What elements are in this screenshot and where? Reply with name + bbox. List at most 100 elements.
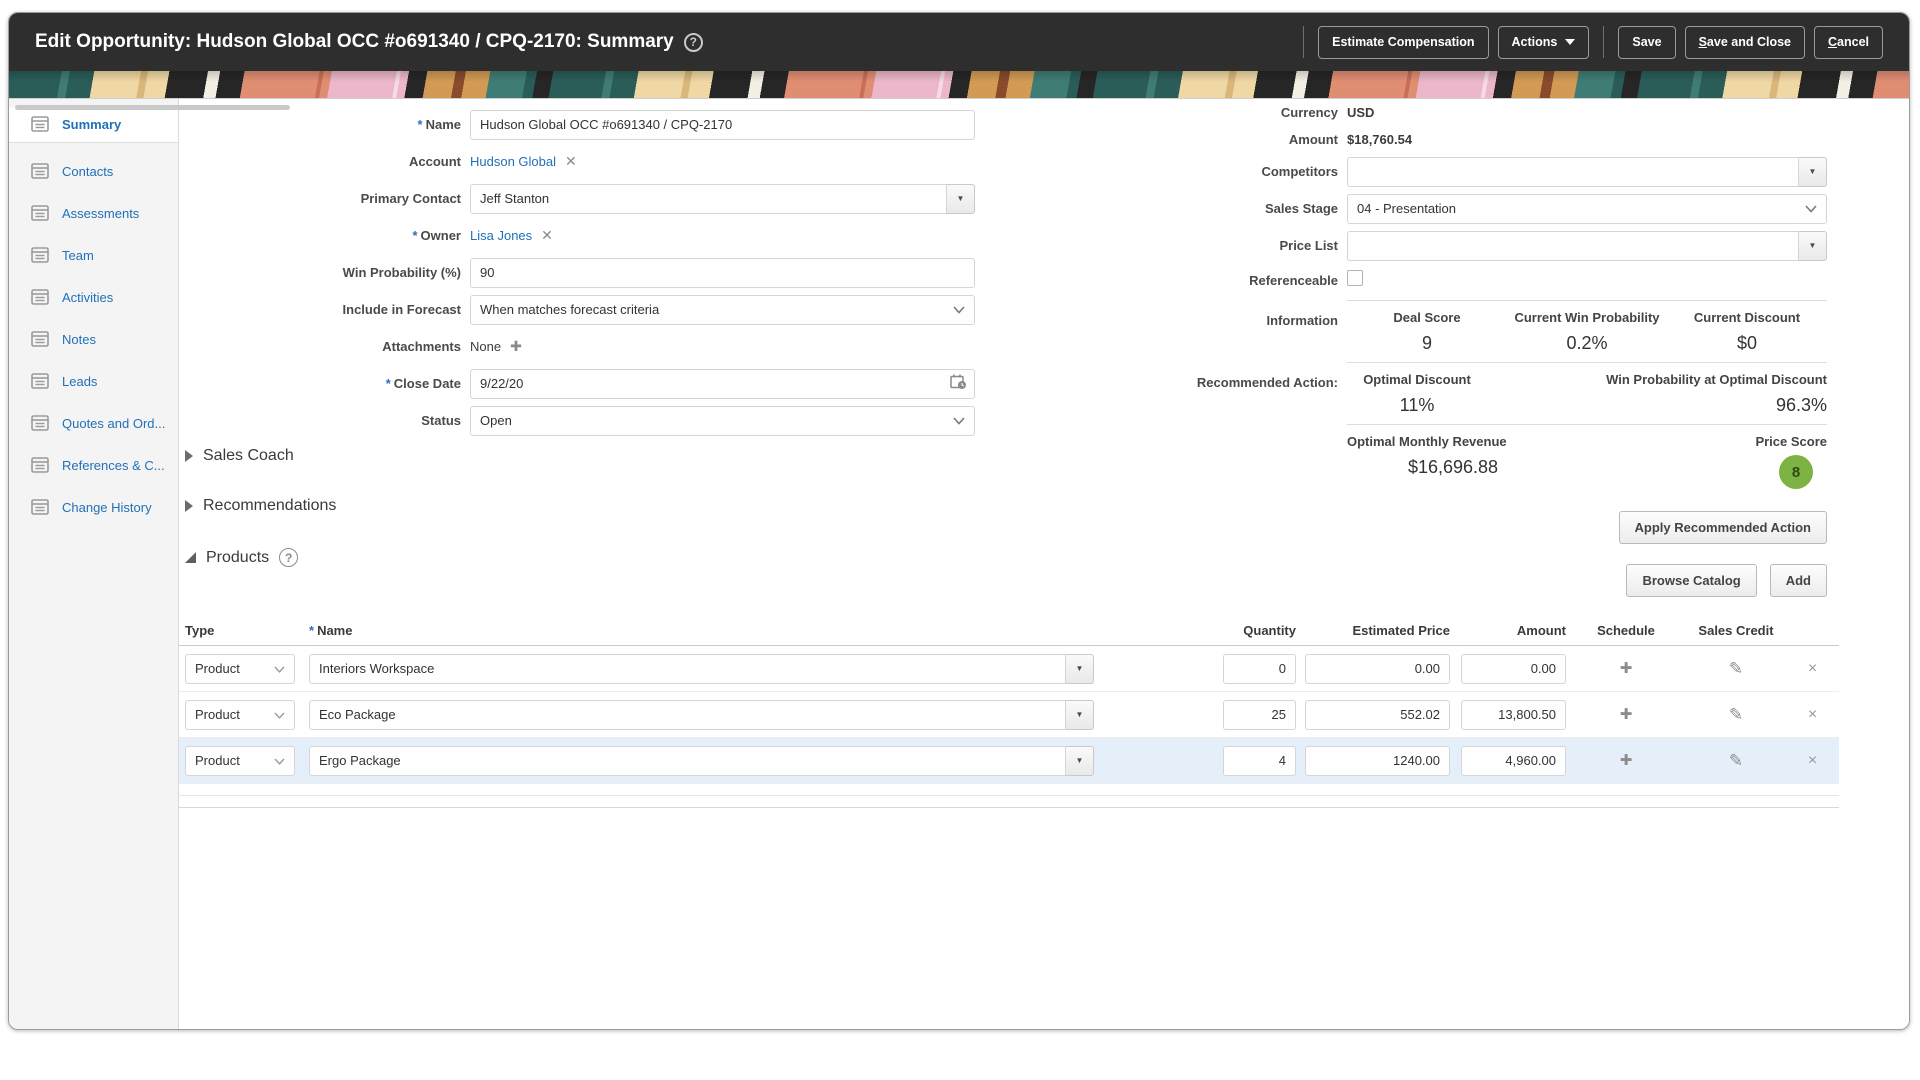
sidebar-item-team[interactable]: Team [9, 234, 178, 276]
metric-value: $0 [1736, 333, 1758, 353]
delete-row-button[interactable]: × [1807, 705, 1818, 723]
price-score-badge: 8 [1779, 455, 1813, 489]
recommended-action-label: Recommended Action: [1196, 375, 1338, 390]
edit-sales-credit-button[interactable]: ✎ [1728, 658, 1744, 678]
column-header-schedule: Schedule [1597, 623, 1655, 638]
scrollbar-thumb[interactable] [15, 105, 290, 110]
sidebar-item-summary[interactable]: Summary [9, 107, 178, 143]
add-product-button[interactable]: Add [1769, 564, 1827, 597]
quantity-input[interactable] [1223, 699, 1296, 730]
section-sales-coach[interactable]: Sales Coach [185, 447, 294, 465]
win-probability-input[interactable] [470, 257, 975, 288]
metric: Current Discount $0 [1667, 310, 1827, 354]
product-name-input[interactable] [309, 745, 1066, 776]
add-schedule-button[interactable]: ✚ [1619, 706, 1633, 723]
help-icon[interactable]: ? [683, 32, 703, 52]
metric-value: 0.2% [1566, 333, 1608, 353]
account-link[interactable]: Hudson Global [470, 154, 556, 169]
quantity-input[interactable] [1223, 653, 1296, 684]
product-name-dropdown-button[interactable]: ▼ [1066, 745, 1094, 776]
remove-owner-icon[interactable]: ✕ [541, 227, 553, 243]
sidebar-item-label: Change History [62, 499, 152, 515]
sidebar-item-label: Notes [62, 331, 96, 347]
sidebar-item-label: Contacts [62, 163, 114, 179]
price-list-dropdown-button[interactable]: ▼ [1799, 230, 1827, 261]
toolbar-separator [1603, 26, 1605, 58]
close-date-label: * Close Date [385, 376, 461, 391]
apply-recommended-action-button[interactable]: Apply Recommended Action [1618, 511, 1827, 544]
competitors-label: Competitors [1261, 164, 1338, 179]
owner-link[interactable]: Lisa Jones [470, 228, 533, 243]
amount-input[interactable] [1461, 653, 1566, 684]
product-type-select[interactable] [185, 653, 295, 684]
primary-contact-dropdown-button[interactable]: ▼ [947, 183, 975, 214]
metric: Current Win Probability 0.2% [1507, 310, 1667, 354]
product-name-dropdown-button[interactable]: ▼ [1066, 699, 1094, 730]
sidebar-item-references[interactable]: References & C... [9, 444, 178, 486]
sidebar-item-quotes-orders[interactable]: Quotes and Ord... [9, 402, 178, 444]
product-row: ▼ ✚ ✎ × [179, 692, 1839, 738]
competitors-dropdown-button[interactable]: ▼ [1799, 156, 1827, 187]
save-button[interactable]: Save [1618, 25, 1676, 59]
add-attachment-icon[interactable]: ✚ [510, 338, 522, 354]
estimated-price-input[interactable] [1305, 653, 1450, 684]
column-header-type: Type [185, 623, 215, 638]
product-name-input[interactable] [309, 699, 1066, 730]
decorative-banner [9, 71, 1909, 99]
estimated-price-input[interactable] [1305, 745, 1450, 776]
win-probability-optimal-metric: Win Probability at Optimal Discount 96.3… [1606, 372, 1827, 415]
assessments-icon [31, 204, 51, 222]
save-and-close-button[interactable]: Save and Close [1684, 25, 1805, 59]
add-schedule-button[interactable]: ✚ [1619, 660, 1633, 677]
change-history-icon [31, 498, 51, 516]
remove-account-icon[interactable]: ✕ [565, 153, 577, 169]
competitors-input[interactable] [1347, 156, 1799, 187]
referenceable-checkbox[interactable] [1347, 269, 1363, 286]
include-in-forecast-select[interactable] [470, 294, 975, 325]
spacer [1169, 511, 1347, 544]
sidebar-item-notes[interactable]: Notes [9, 318, 178, 360]
quantity-input[interactable] [1223, 745, 1296, 776]
edit-sales-credit-button[interactable]: ✎ [1728, 750, 1744, 770]
amount-input[interactable] [1461, 745, 1566, 776]
column-header-sales-credit: Sales Credit [1698, 623, 1774, 638]
sidebar-item-contacts[interactable]: Contacts [9, 150, 178, 192]
page-title: Edit Opportunity: Hudson Global OCC #o69… [35, 31, 703, 53]
sidebar-item-activities[interactable]: Activities [9, 276, 178, 318]
delete-row-button[interactable]: × [1807, 751, 1818, 769]
section-label: Products [206, 548, 270, 566]
cancel-button[interactable]: Cancel [1814, 25, 1883, 59]
required-marker: * [417, 117, 423, 132]
estimated-price-input[interactable] [1305, 699, 1450, 730]
add-schedule-button[interactable]: ✚ [1619, 752, 1633, 769]
main-panel: *Name Account Hudson Global ✕ Primary Co… [179, 99, 1909, 1029]
sidebar-item-assessments[interactable]: Assessments [9, 192, 178, 234]
attachments-value: None [470, 339, 502, 354]
column-header-estimated-price: Estimated Price [1352, 623, 1450, 638]
browse-catalog-button[interactable]: Browse Catalog [1626, 564, 1757, 597]
primary-contact-input[interactable] [470, 183, 947, 214]
name-input[interactable] [470, 109, 975, 140]
actions-menu-button[interactable]: Actions [1497, 25, 1590, 59]
product-type-select[interactable] [185, 745, 295, 776]
sidebar-item-leads[interactable]: Leads [9, 360, 178, 402]
sidebar-item-change-history[interactable]: Change History [9, 486, 178, 528]
delete-row-button[interactable]: × [1807, 659, 1818, 677]
spacer [1169, 564, 1347, 597]
status-select[interactable] [470, 405, 975, 436]
product-name-dropdown-button[interactable]: ▼ [1066, 653, 1094, 684]
products-help-icon[interactable]: ? [279, 548, 299, 567]
price-list-input[interactable] [1347, 230, 1799, 261]
section-products[interactable]: Products ? [185, 548, 299, 567]
product-type-select[interactable] [185, 699, 295, 730]
information-metrics: Deal Score 9 Current Win Probability 0.2… [1347, 310, 1827, 354]
edit-sales-credit-button[interactable]: ✎ [1728, 704, 1744, 724]
caret-down-icon [1565, 39, 1576, 45]
section-recommendations[interactable]: Recommendations [185, 497, 336, 515]
estimate-compensation-button[interactable]: Estimate Compensation [1318, 25, 1489, 59]
close-date-input[interactable] [470, 368, 975, 399]
amount-input[interactable] [1461, 699, 1566, 730]
product-name-input[interactable] [309, 653, 1066, 684]
sales-stage-select[interactable] [1347, 193, 1827, 224]
date-picker-icon[interactable] [950, 373, 967, 394]
